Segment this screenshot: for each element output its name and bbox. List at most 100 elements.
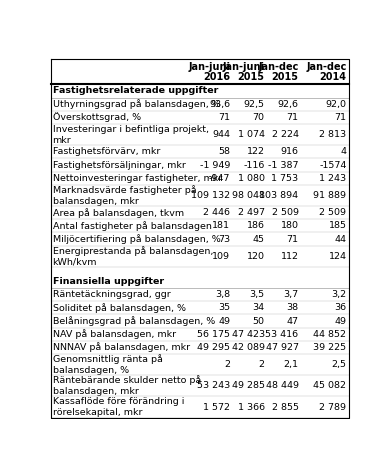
Text: 180: 180: [281, 221, 299, 230]
Text: 2015: 2015: [272, 72, 299, 81]
Text: 186: 186: [247, 221, 265, 230]
Text: 2,5: 2,5: [332, 360, 346, 369]
Text: 124: 124: [328, 252, 346, 261]
Text: 70: 70: [253, 113, 265, 122]
Text: 3,7: 3,7: [283, 290, 299, 299]
Text: Jan-juni: Jan-juni: [188, 62, 230, 72]
Text: 49 285: 49 285: [231, 382, 265, 390]
Text: 53 243: 53 243: [197, 382, 230, 390]
Text: 2,1: 2,1: [283, 360, 299, 369]
Text: Räntebärande skulder netto på
balansdagen, mkr: Räntebärande skulder netto på balansdage…: [52, 375, 201, 397]
Text: 45: 45: [253, 235, 265, 244]
Text: 38: 38: [287, 303, 299, 312]
Text: 2 497: 2 497: [238, 208, 265, 217]
Text: 48 449: 48 449: [265, 382, 299, 390]
Text: 1 243: 1 243: [319, 174, 346, 183]
Text: Miljöcertifiering på balansdagen, %: Miljöcertifiering på balansdagen, %: [52, 234, 220, 244]
Text: 92,5: 92,5: [244, 100, 265, 109]
Text: Belåningsgrad på balansdagen, %: Belåningsgrad på balansdagen, %: [52, 316, 215, 326]
Text: 47 927: 47 927: [265, 343, 299, 352]
Text: NNNAV på balansdagen, mkr: NNNAV på balansdagen, mkr: [52, 342, 190, 352]
Text: 71: 71: [218, 113, 230, 122]
Text: 112: 112: [281, 252, 299, 261]
Text: 2016: 2016: [203, 72, 230, 81]
Text: -116: -116: [243, 161, 265, 170]
Text: Genomsnittlig ränta på
balansdagen, %: Genomsnittlig ränta på balansdagen, %: [52, 354, 162, 375]
Text: Investeringar i befintliga projekt,
mkr: Investeringar i befintliga projekt, mkr: [52, 125, 208, 145]
Text: 93,6: 93,6: [209, 100, 230, 109]
Text: 34: 34: [253, 303, 265, 312]
Text: Räntetäckningsgrad, ggr: Räntetäckningsgrad, ggr: [52, 290, 170, 299]
Text: 2 509: 2 509: [319, 208, 346, 217]
Text: 49: 49: [218, 317, 230, 325]
Text: Marknadsvärde fastigheter på
balansdagen, mkr: Marknadsvärde fastigheter på balansdagen…: [52, 185, 196, 206]
Text: 91 889: 91 889: [314, 191, 346, 200]
Text: 109 132: 109 132: [191, 191, 230, 200]
Text: 1 074: 1 074: [238, 130, 265, 139]
Text: 58: 58: [218, 147, 230, 156]
Text: 4: 4: [341, 147, 346, 156]
Text: 39 225: 39 225: [313, 343, 346, 352]
Text: 50: 50: [253, 317, 265, 325]
Text: Fastighetsförvärv, mkr: Fastighetsförvärv, mkr: [52, 147, 160, 156]
Text: 2014: 2014: [319, 72, 346, 81]
Text: 53 416: 53 416: [265, 330, 299, 339]
Text: 1 366: 1 366: [237, 403, 265, 412]
Text: Kassaflöde före förändring i
rörelsekapital, mkr: Kassaflöde före förändring i rörelsekapi…: [52, 397, 184, 417]
Text: 2 224: 2 224: [272, 130, 299, 139]
Text: 98 048: 98 048: [231, 191, 265, 200]
Text: Energiprestanda på balansdagen,
kWh/kvm: Energiprestanda på balansdagen, kWh/kvm: [52, 246, 213, 267]
Text: 49: 49: [334, 317, 346, 325]
Text: 2015: 2015: [238, 72, 265, 81]
Text: 2: 2: [224, 360, 230, 369]
Text: 92,0: 92,0: [325, 100, 346, 109]
Text: 185: 185: [328, 221, 346, 230]
Text: 1 572: 1 572: [203, 403, 230, 412]
Text: 3,8: 3,8: [215, 290, 230, 299]
Text: 103 894: 103 894: [260, 191, 299, 200]
Text: 71: 71: [287, 235, 299, 244]
Text: -947: -947: [209, 174, 230, 183]
Text: 2 446: 2 446: [203, 208, 230, 217]
Text: 45 082: 45 082: [314, 382, 346, 390]
Text: Överskottsgrad, %: Överskottsgrad, %: [52, 113, 141, 122]
Text: Fastighetsrelaterade uppgifter: Fastighetsrelaterade uppgifter: [52, 86, 218, 95]
Text: 92,6: 92,6: [278, 100, 299, 109]
Text: 2 509: 2 509: [272, 208, 299, 217]
Text: 944: 944: [212, 130, 230, 139]
Text: 71: 71: [287, 113, 299, 122]
Text: 3,5: 3,5: [249, 290, 265, 299]
Text: Jan-juni: Jan-juni: [222, 62, 265, 72]
Text: Jan-dec: Jan-dec: [258, 62, 299, 72]
Text: 2 789: 2 789: [319, 403, 346, 412]
Text: Area på balansdagen, tkvm: Area på balansdagen, tkvm: [52, 208, 184, 218]
Text: 109: 109: [212, 252, 230, 261]
Text: 181: 181: [212, 221, 230, 230]
Text: Antal fastigheter på balansdagen: Antal fastigheter på balansdagen: [52, 221, 212, 231]
Text: 42 089: 42 089: [231, 343, 265, 352]
Text: 56 175: 56 175: [197, 330, 230, 339]
Text: -1 387: -1 387: [268, 161, 299, 170]
Text: 2 813: 2 813: [319, 130, 346, 139]
Text: 44 852: 44 852: [314, 330, 346, 339]
Text: 36: 36: [334, 303, 346, 312]
Text: 73: 73: [218, 235, 230, 244]
Text: 71: 71: [334, 113, 346, 122]
Text: 47: 47: [287, 317, 299, 325]
Text: Fastighetsförsäljningar, mkr: Fastighetsförsäljningar, mkr: [52, 161, 185, 170]
Text: Soliditet på balansdagen, %: Soliditet på balansdagen, %: [52, 303, 185, 313]
Text: Jan-dec: Jan-dec: [306, 62, 346, 72]
Text: 916: 916: [281, 147, 299, 156]
Text: -1 949: -1 949: [200, 161, 230, 170]
Text: 44: 44: [334, 235, 346, 244]
Text: 1 080: 1 080: [238, 174, 265, 183]
Text: 2 855: 2 855: [272, 403, 299, 412]
Text: 122: 122: [247, 147, 265, 156]
Text: Nettoinvesteringar fastigheter, mkr: Nettoinvesteringar fastigheter, mkr: [52, 174, 222, 183]
Text: Finansiella uppgifter: Finansiella uppgifter: [52, 277, 164, 286]
Text: 120: 120: [247, 252, 265, 261]
Text: 3,2: 3,2: [331, 290, 346, 299]
Text: -1574: -1574: [319, 161, 346, 170]
Text: 35: 35: [218, 303, 230, 312]
Text: 49 295: 49 295: [197, 343, 230, 352]
